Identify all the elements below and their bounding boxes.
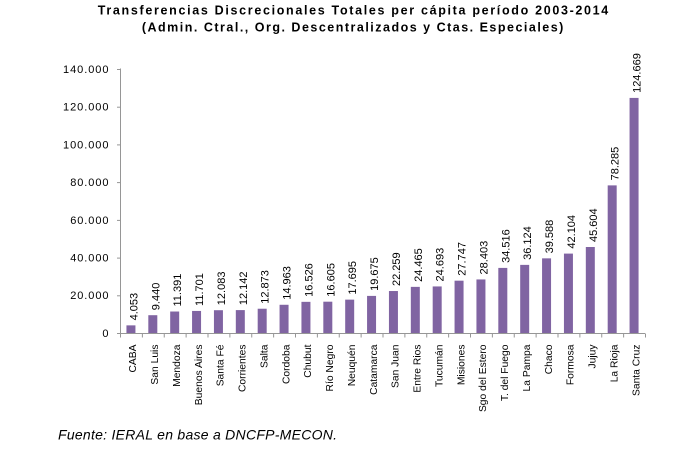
svg-text:78.285: 78.285 xyxy=(610,147,622,181)
svg-text:19.675: 19.675 xyxy=(369,257,381,291)
svg-text:Río Negro: Río Negro xyxy=(325,344,336,391)
svg-text:36.124: 36.124 xyxy=(522,226,534,260)
svg-text:11.701: 11.701 xyxy=(194,273,206,306)
svg-text:24.465: 24.465 xyxy=(413,248,425,282)
svg-text:Tucumán: Tucumán xyxy=(434,344,445,387)
svg-text:24.693: 24.693 xyxy=(435,248,447,282)
svg-text:La Pampa: La Pampa xyxy=(522,344,533,391)
svg-text:Chaco: Chaco xyxy=(544,344,555,374)
svg-text:42.104: 42.104 xyxy=(566,215,578,249)
svg-text:17.695: 17.695 xyxy=(347,261,359,295)
svg-text:Sgo del Estero: Sgo del Estero xyxy=(478,344,489,412)
svg-text:Corrientes: Corrientes xyxy=(238,345,249,393)
svg-text:La Rioja: La Rioja xyxy=(609,344,620,382)
svg-text:120.000: 120.000 xyxy=(63,102,109,114)
svg-text:12.873: 12.873 xyxy=(260,270,272,304)
svg-text:Catamarca: Catamarca xyxy=(369,344,380,395)
svg-text:27.747: 27.747 xyxy=(457,242,469,276)
svg-text:Neuquén: Neuquén xyxy=(347,344,358,386)
svg-text:45.604: 45.604 xyxy=(588,208,600,242)
svg-text:Fuente: IERAL en base a DNCFP-: Fuente: IERAL en base a DNCFP-MECON. xyxy=(58,427,337,443)
svg-text:Entre Rios: Entre Rios xyxy=(413,345,424,393)
svg-text:34.516: 34.516 xyxy=(500,229,512,263)
svg-text:Cordoba: Cordoba xyxy=(281,344,292,384)
svg-text:CABA: CABA xyxy=(128,344,139,372)
svg-text:11.391: 11.391 xyxy=(172,274,184,307)
svg-text:0: 0 xyxy=(102,328,108,340)
svg-text:San Juan: San Juan xyxy=(391,344,402,388)
svg-text:San Luis: San Luis xyxy=(150,345,161,385)
svg-text:16.526: 16.526 xyxy=(303,263,315,297)
svg-text:T. del Fuego: T. del Fuego xyxy=(500,344,511,401)
svg-text:(Admin. Ctral., Org. Descentra: (Admin. Ctral., Org. Descentralizados y … xyxy=(142,21,563,35)
svg-text:Salta: Salta xyxy=(259,344,270,368)
svg-text:80.000: 80.000 xyxy=(70,177,108,189)
svg-text:100.000: 100.000 xyxy=(63,139,109,151)
svg-text:Transferencias Discrecionales: Transferencias Discrecionales Totales pe… xyxy=(98,4,609,18)
svg-text:Buenos Aires: Buenos Aires xyxy=(194,345,205,406)
svg-text:60.000: 60.000 xyxy=(70,215,108,227)
svg-text:9.440: 9.440 xyxy=(150,283,162,311)
svg-text:28.403: 28.403 xyxy=(478,241,490,275)
svg-text:12.083: 12.083 xyxy=(216,272,228,306)
svg-text:14.963: 14.963 xyxy=(282,266,294,300)
svg-text:16.605: 16.605 xyxy=(325,263,337,297)
svg-text:Formosa: Formosa xyxy=(566,344,577,385)
svg-text:Jujuy: Jujuy xyxy=(588,344,599,369)
svg-text:Chubut: Chubut xyxy=(303,344,314,377)
svg-text:Santa Cruz: Santa Cruz xyxy=(631,345,642,397)
svg-text:Santa Fé: Santa Fé xyxy=(216,344,227,386)
svg-text:12.142: 12.142 xyxy=(238,271,250,305)
svg-text:40.000: 40.000 xyxy=(70,253,108,265)
svg-text:4.053: 4.053 xyxy=(128,293,140,321)
svg-text:20.000: 20.000 xyxy=(70,290,108,302)
svg-text:22.259: 22.259 xyxy=(391,252,403,286)
svg-text:140.000: 140.000 xyxy=(63,64,109,76)
svg-text:Misiones: Misiones xyxy=(456,345,467,386)
svg-text:124.669: 124.669 xyxy=(632,53,644,93)
svg-text:Mendoza: Mendoza xyxy=(172,344,183,387)
svg-text:39.588: 39.588 xyxy=(544,220,556,254)
